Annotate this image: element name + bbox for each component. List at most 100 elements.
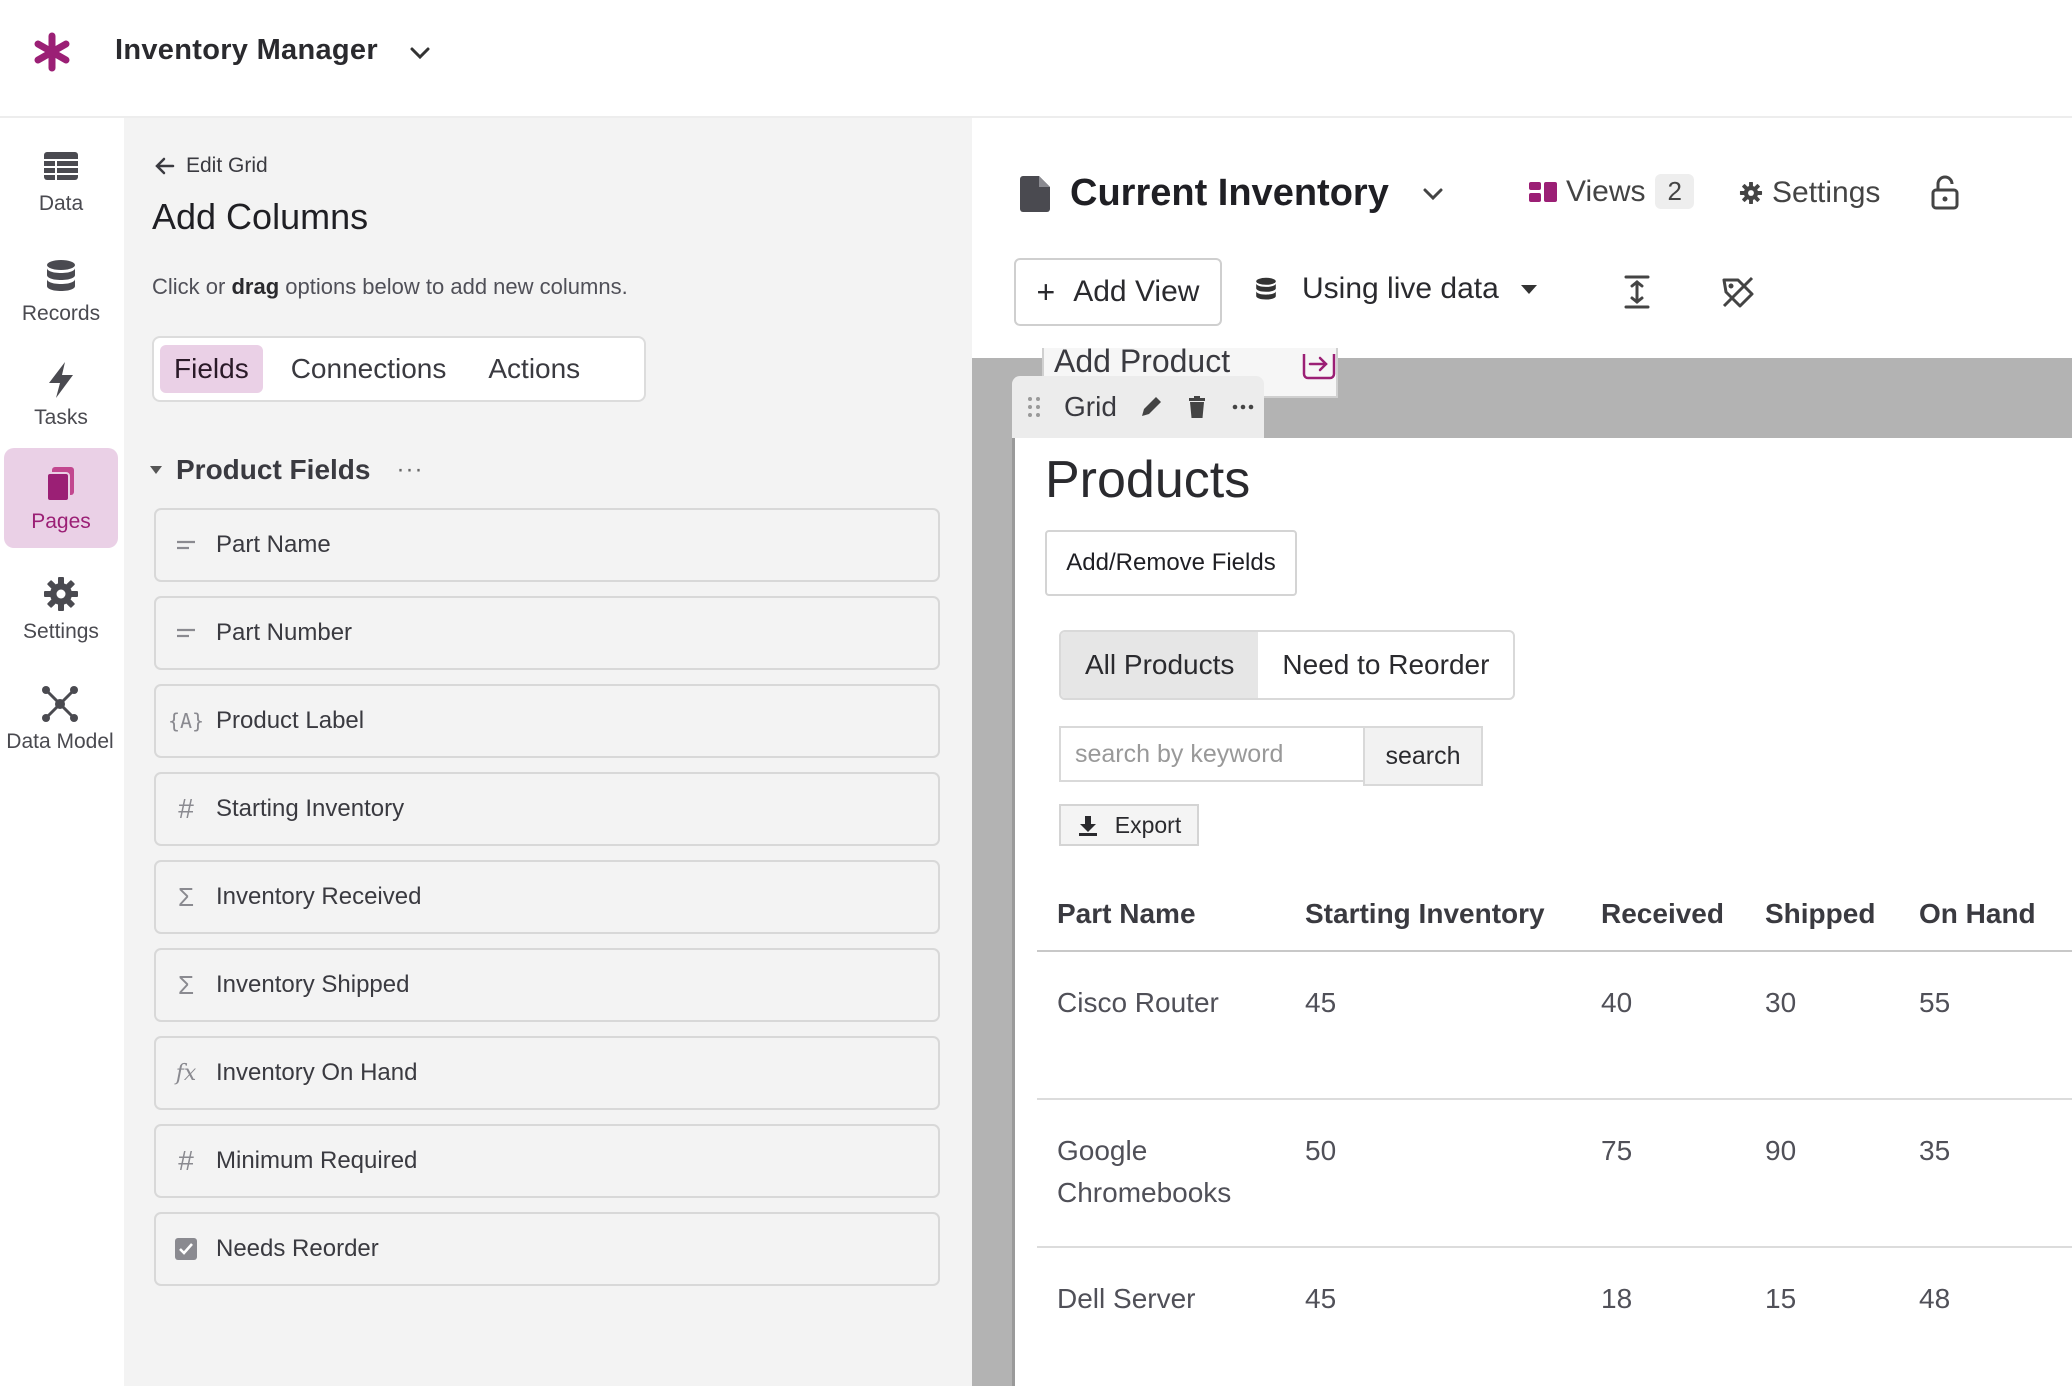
short-text-icon bbox=[172, 619, 200, 647]
cell-shipped: 90 bbox=[1765, 1135, 1797, 1166]
sum-icon: Σ bbox=[177, 881, 195, 912]
field-item-needs-reorder[interactable]: Needs Reorder bbox=[154, 1212, 940, 1286]
field-item-starting-inventory[interactable]: # Starting Inventory bbox=[154, 772, 940, 846]
column-header-received[interactable]: Received bbox=[1601, 898, 1724, 929]
add-remove-fields-button[interactable]: Add/Remove Fields bbox=[1045, 530, 1297, 596]
cell-part-name: Google Chromebooks bbox=[1057, 1135, 1232, 1208]
form-arrow-icon bbox=[1302, 354, 1336, 380]
download-icon bbox=[1078, 816, 1097, 836]
tab-fields[interactable]: Fields bbox=[160, 345, 263, 393]
back-to-edit-grid-link[interactable]: Edit Grid bbox=[154, 154, 268, 178]
search-input[interactable]: search by keyword bbox=[1059, 726, 1363, 782]
field-item-product-label[interactable]: {A} Product Label bbox=[154, 684, 940, 758]
cell-received: 75 bbox=[1601, 1135, 1633, 1166]
nav-item-data[interactable]: Data bbox=[4, 130, 118, 230]
gear-icon bbox=[1739, 181, 1763, 205]
cell-on-hand: 48 bbox=[1919, 1283, 1951, 1314]
column-header-starting-inventory[interactable]: Starting Inventory bbox=[1305, 898, 1545, 929]
column-header-shipped[interactable]: Shipped bbox=[1765, 898, 1876, 929]
field-item-inventory-on-hand[interactable]: fx Inventory On Hand bbox=[154, 1036, 940, 1110]
nav-item-tasks[interactable]: Tasks bbox=[4, 344, 118, 444]
export-label: Export bbox=[1114, 811, 1182, 838]
page-settings-button[interactable]: Settings bbox=[1738, 176, 1880, 210]
nav-item-records[interactable]: Records bbox=[4, 240, 118, 340]
equation-icon: fx bbox=[175, 1060, 197, 1086]
chevron-down-icon[interactable] bbox=[405, 38, 435, 68]
arrow-left-icon bbox=[155, 157, 175, 175]
unlock-icon[interactable] bbox=[1928, 174, 1962, 210]
column-header-on-hand[interactable]: On Hand bbox=[1919, 898, 2036, 929]
edit-grid-panel: Edit Grid Add Columns Click or drag opti… bbox=[124, 118, 972, 1386]
field-label: Inventory Shipped bbox=[216, 971, 410, 998]
builder-header: Current Inventory Views 2 bbox=[972, 118, 2072, 358]
nav-item-settings[interactable]: Settings bbox=[4, 558, 118, 658]
tab-actions[interactable]: Actions bbox=[488, 353, 581, 384]
gear-icon bbox=[44, 577, 78, 611]
views-button[interactable]: Views 2 bbox=[1528, 174, 1694, 209]
field-label: Starting Inventory bbox=[216, 795, 405, 822]
field-label: Product Label bbox=[216, 707, 365, 734]
column-source-tabs: Fields Connections Actions bbox=[152, 336, 646, 402]
field-item-part-name[interactable]: Part Name bbox=[154, 508, 940, 582]
column-header-part-name[interactable]: Part Name bbox=[1057, 898, 1196, 929]
hint-bold: drag bbox=[231, 274, 280, 299]
search-button[interactable]: search bbox=[1363, 726, 1483, 786]
more-options-icon[interactable] bbox=[1231, 395, 1255, 419]
field-item-inventory-shipped[interactable]: Σ Inventory Shipped bbox=[154, 948, 940, 1022]
caret-down-icon bbox=[1520, 284, 1537, 294]
app-logo-icon[interactable] bbox=[30, 30, 74, 74]
nav-label-data-model: Data Model bbox=[6, 730, 114, 753]
table-icon bbox=[44, 152, 78, 180]
section-title: Product Fields bbox=[176, 454, 371, 485]
product-fields-section-header[interactable]: Product Fields ··· bbox=[150, 454, 423, 486]
page-selector[interactable]: Current Inventory bbox=[1020, 172, 1447, 215]
export-button[interactable]: Export bbox=[1059, 804, 1199, 846]
more-options-icon[interactable]: ··· bbox=[396, 456, 424, 483]
pages-icon bbox=[46, 467, 74, 502]
tab-all-products[interactable]: All Products bbox=[1061, 632, 1259, 698]
nav-item-data-model[interactable]: Data Model bbox=[0, 668, 120, 768]
nav-item-pages[interactable]: Pages bbox=[4, 448, 118, 548]
cell-received: 18 bbox=[1601, 1283, 1633, 1314]
products-table: Part Name Starting Inventory Received Sh… bbox=[1037, 878, 2072, 1386]
field-list: Part Name Part Number {A} Product Label … bbox=[154, 508, 940, 1300]
table-row[interactable]: Cisco Router 45 40 30 55 bbox=[1037, 952, 2072, 1100]
data-mode-dropdown[interactable]: Using live data bbox=[1252, 272, 1537, 306]
hide-labels-icon[interactable] bbox=[1720, 274, 1756, 310]
nav-label-records: Records bbox=[21, 302, 101, 325]
document-icon bbox=[1020, 175, 1050, 212]
add-view-button[interactable]: + Add View bbox=[1014, 258, 1222, 326]
drag-handle-icon[interactable] bbox=[1026, 396, 1042, 418]
table-row[interactable]: Google Chromebooks 50 75 90 35 bbox=[1037, 1100, 2072, 1248]
field-item-minimum-required[interactable]: # Minimum Required bbox=[154, 1124, 940, 1198]
views-count-badge: 2 bbox=[1655, 174, 1694, 209]
short-text-icon bbox=[172, 531, 200, 559]
field-item-part-number[interactable]: Part Number bbox=[154, 596, 940, 670]
cell-starting-inventory: 50 bbox=[1305, 1135, 1337, 1166]
app-title[interactable]: Inventory Manager bbox=[115, 34, 378, 66]
row-height-icon[interactable] bbox=[1622, 274, 1652, 310]
field-label: Part Number bbox=[216, 619, 353, 646]
grid-toolbar-label: Grid bbox=[1064, 391, 1117, 422]
field-item-inventory-received[interactable]: Σ Inventory Received bbox=[154, 860, 940, 934]
cell-received: 40 bbox=[1601, 987, 1633, 1018]
table-header-row: Part Name Starting Inventory Received Sh… bbox=[1037, 878, 2072, 952]
grid-view-toolbar: Grid bbox=[1012, 376, 1264, 438]
cell-starting-inventory: 45 bbox=[1305, 987, 1337, 1018]
hint-prefix: Click or bbox=[152, 274, 232, 299]
pencil-icon[interactable] bbox=[1139, 395, 1163, 419]
builder-canvas: Add Product Grid Products A bbox=[972, 348, 2072, 1386]
lightning-icon bbox=[49, 362, 73, 398]
database-icon bbox=[1256, 277, 1276, 300]
database-icon bbox=[47, 260, 75, 291]
cell-on-hand: 55 bbox=[1919, 987, 1951, 1018]
checkbox-icon bbox=[172, 1235, 200, 1263]
table-row[interactable]: Dell Server 45 18 15 48 bbox=[1037, 1248, 2072, 1386]
field-label: Inventory Received bbox=[216, 883, 422, 910]
trash-icon[interactable] bbox=[1185, 395, 1209, 419]
settings-label: Settings bbox=[1772, 176, 1881, 209]
cell-shipped: 15 bbox=[1765, 1283, 1797, 1314]
tab-connections[interactable]: Connections bbox=[290, 353, 447, 384]
text-formula-icon: {A} bbox=[167, 709, 205, 733]
tab-need-to-reorder[interactable]: Need to Reorder bbox=[1282, 649, 1490, 680]
